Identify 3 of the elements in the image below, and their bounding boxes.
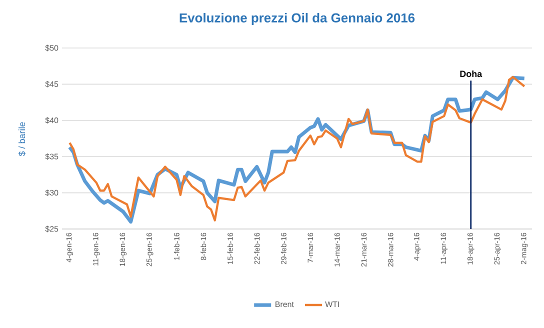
y-axis-title: $ / barile [18, 122, 26, 156]
chart-title: Evoluzione prezzi Oil da Gennaio 2016 [180, 12, 415, 26]
ref-line-label: Doha [460, 70, 482, 78]
